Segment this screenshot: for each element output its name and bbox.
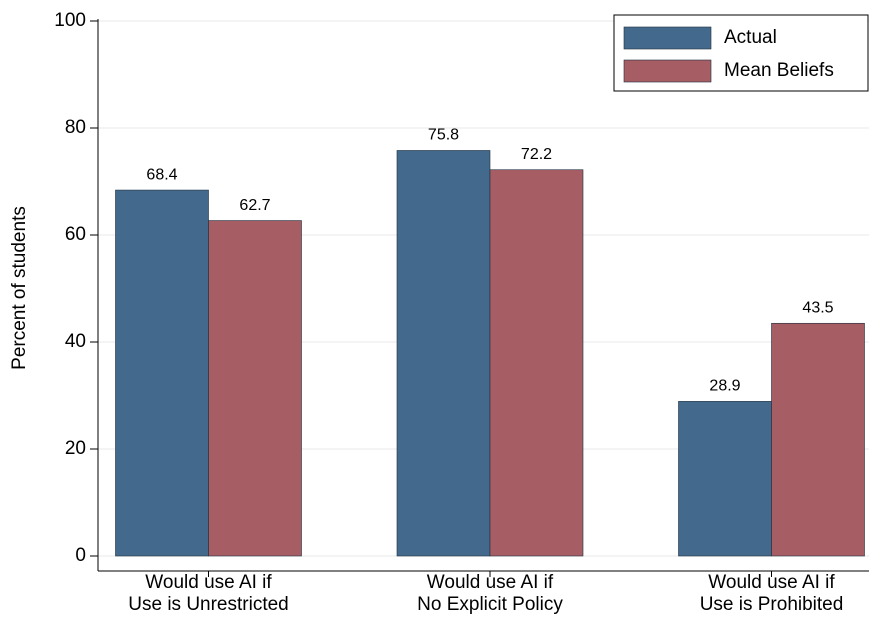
x-tick-label: Would use AI if (145, 572, 272, 593)
y-tick-label: 80 (65, 117, 86, 138)
x-tick-label: No Explicit Policy (417, 594, 563, 615)
bar (489, 169, 584, 557)
bar (208, 220, 302, 557)
y-tick-label: 0 (75, 545, 86, 566)
legend-swatch (623, 26, 712, 50)
x-tick-label: Would use AI if (427, 572, 554, 593)
value-label: 28.9 (709, 378, 740, 395)
bar (115, 189, 209, 557)
bar (396, 150, 491, 557)
value-label: 62.7 (239, 197, 270, 214)
bar (771, 322, 865, 557)
bar (678, 401, 772, 557)
value-label: 75.8 (428, 127, 459, 144)
y-axis-label: Percent of students (9, 206, 30, 370)
value-label: 43.5 (802, 299, 833, 316)
x-tick-label: Use is Unrestricted (128, 594, 289, 615)
legend-swatch (623, 59, 712, 83)
value-label: 72.2 (521, 146, 552, 163)
value-label: 68.4 (146, 166, 177, 183)
legend-label: Actual (724, 27, 777, 48)
y-tick-label: 100 (54, 10, 86, 31)
x-tick-label: Would use AI if (708, 572, 835, 593)
legend-label: Mean Beliefs (724, 60, 834, 81)
y-tick-label: 20 (65, 438, 86, 459)
y-tick-label: 60 (65, 224, 86, 245)
x-tick-label: Use is Prohibited (700, 594, 844, 615)
y-tick-label: 40 (65, 331, 86, 352)
